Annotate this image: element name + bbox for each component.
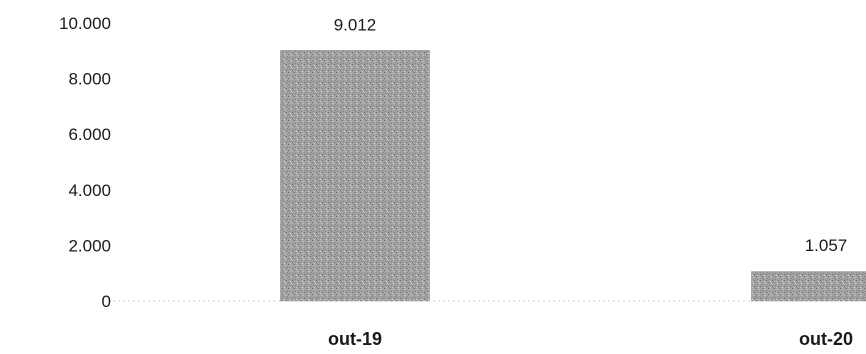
- y-axis-tick-labels: 0 2.000 4.000 6.000 8.000 10.000: [59, 14, 111, 311]
- bar-out-19: [281, 50, 430, 301]
- bar-out-20: [752, 272, 866, 301]
- y-tick-label: 4.000: [68, 181, 111, 200]
- y-tick-label: 6.000: [68, 125, 111, 144]
- y-tick-label: 8.000: [68, 70, 111, 89]
- y-tick-label: 2.000: [68, 236, 111, 255]
- x-axis-category-labels: out-19 out-20: [328, 329, 853, 349]
- x-category-label: out-20: [799, 329, 853, 349]
- y-tick-label: 10.000: [59, 14, 111, 33]
- bar-value-label: 1.057: [805, 236, 848, 255]
- y-tick-label: 0: [102, 292, 111, 311]
- bar-value-label: 9.012: [334, 15, 377, 34]
- bar-series: [281, 50, 866, 301]
- x-category-label: out-19: [328, 329, 382, 349]
